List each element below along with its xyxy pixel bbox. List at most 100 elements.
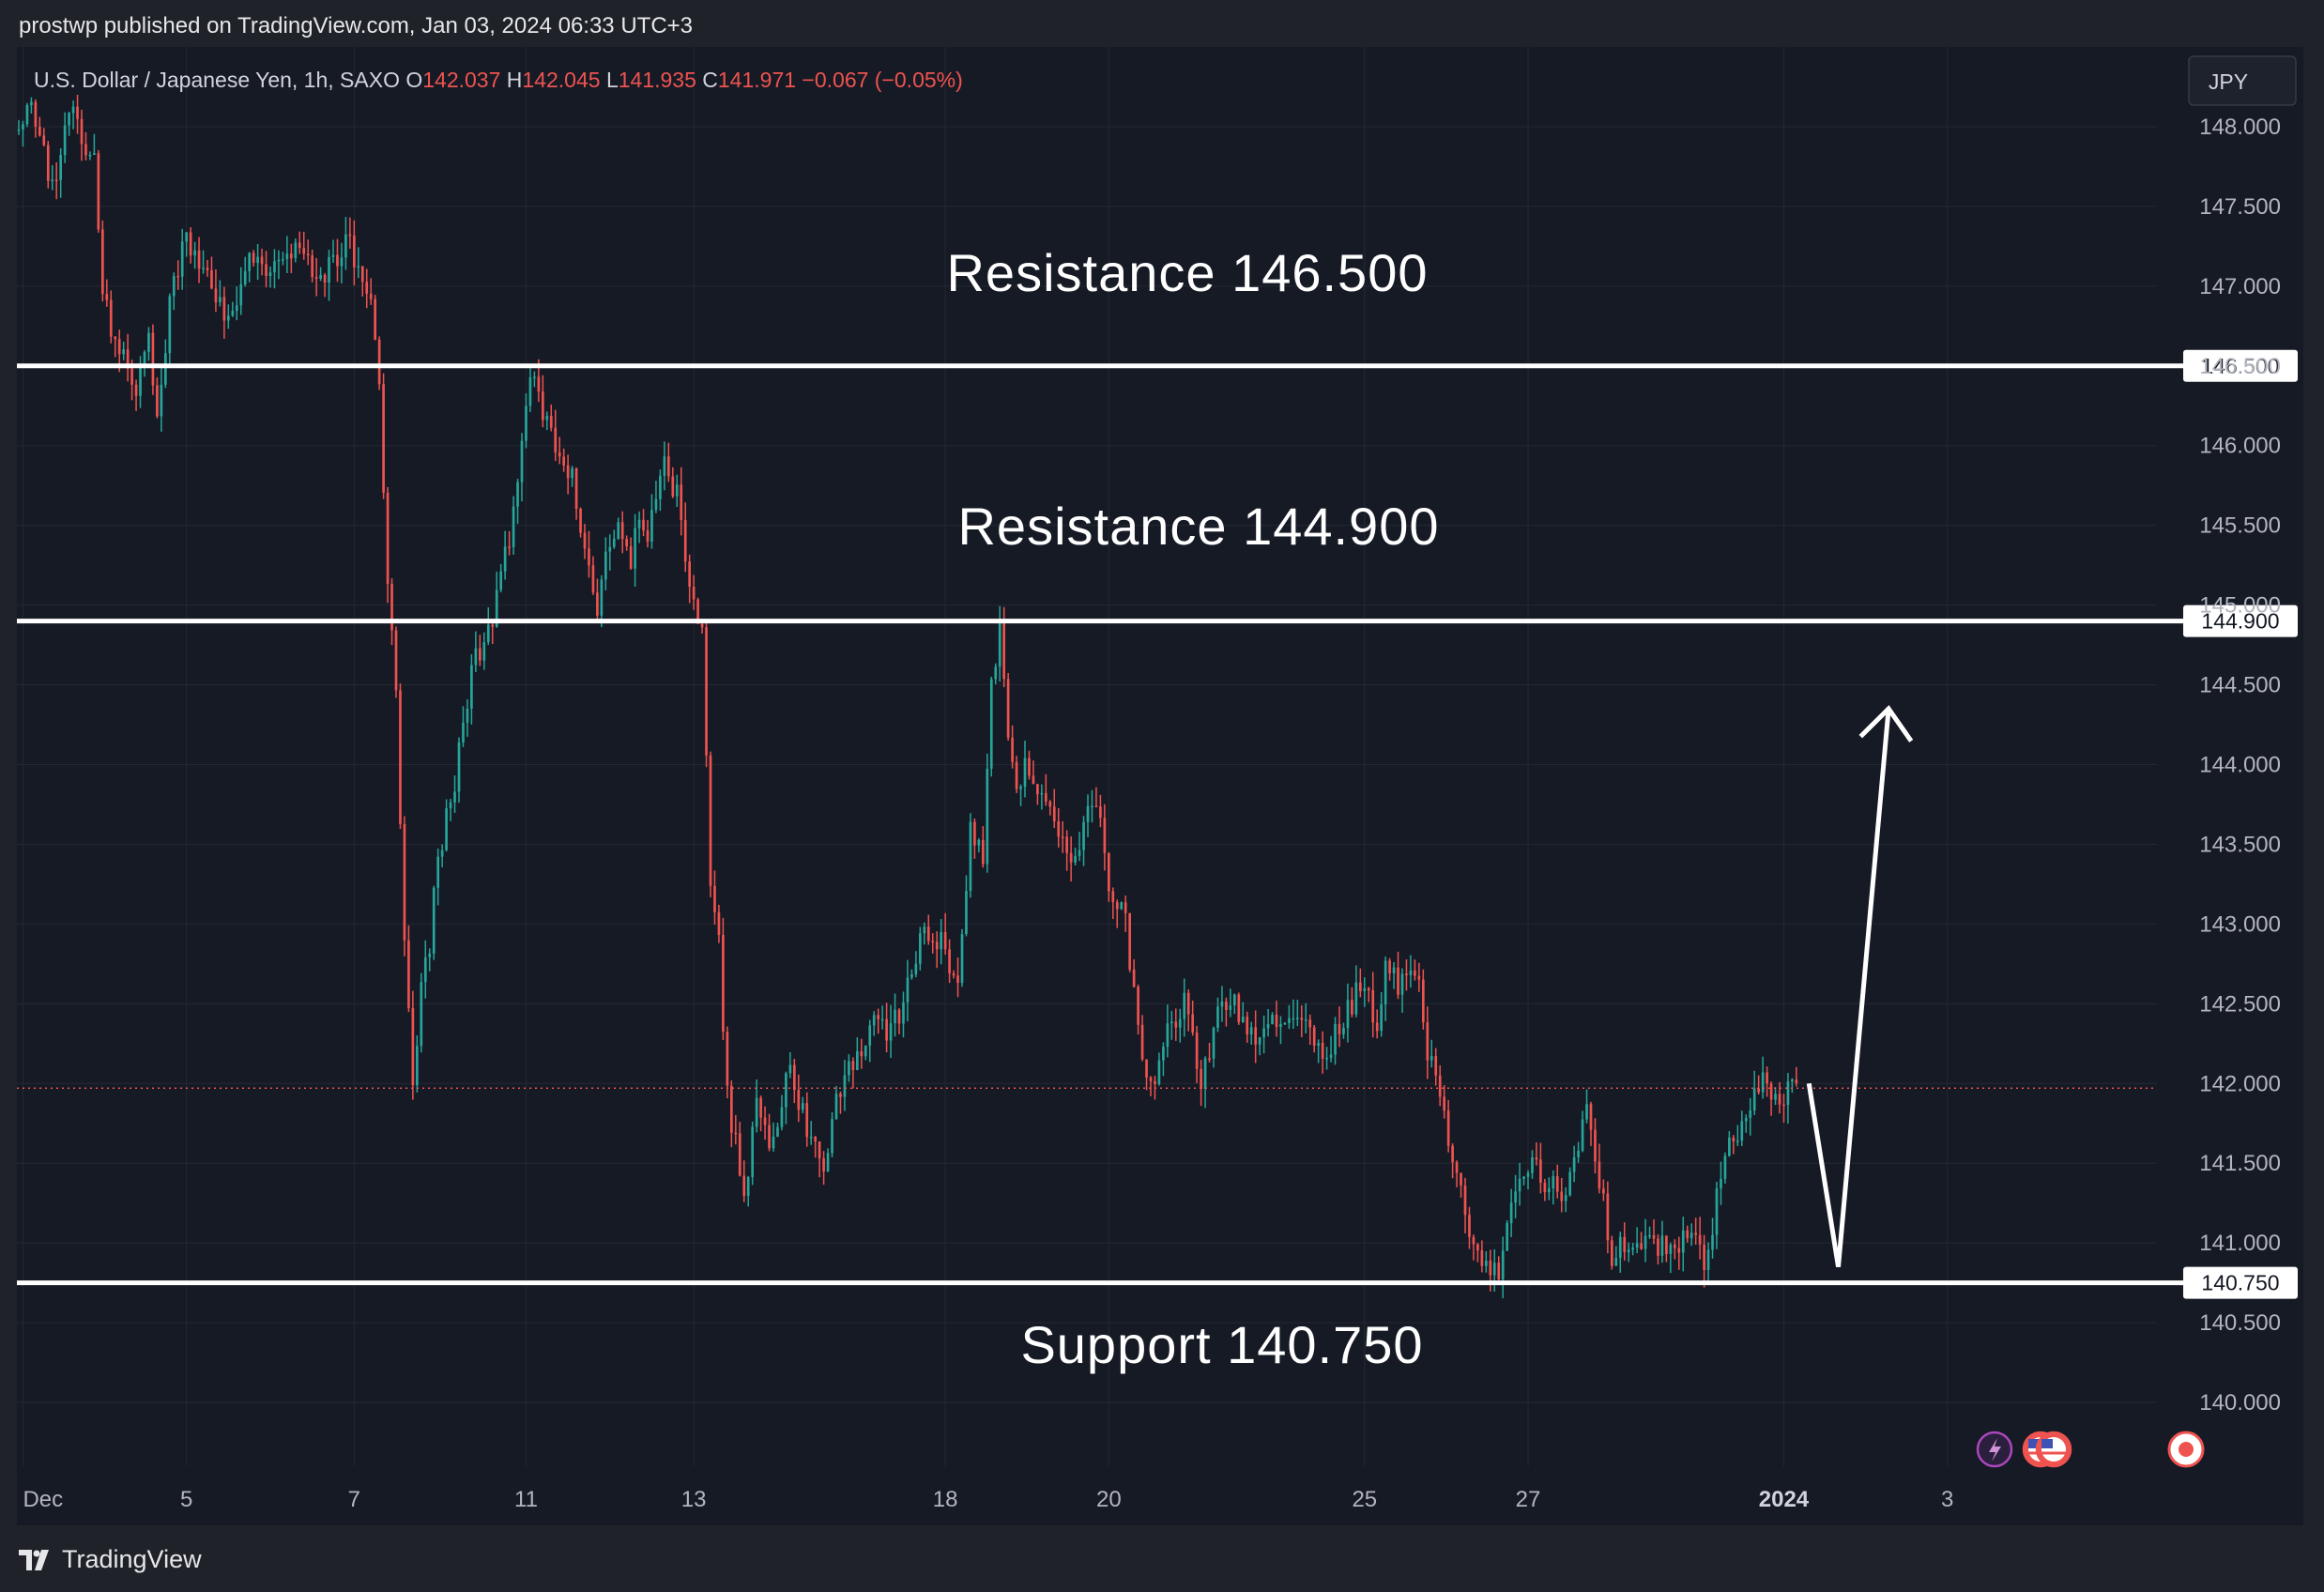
chart-frame[interactable]: 146.500 144.900 140.750 Resistance 146.500… bbox=[17, 47, 2303, 1525]
candle-body bbox=[1346, 1000, 1350, 1029]
currency-badge[interactable]: JPY bbox=[2188, 55, 2297, 106]
candle-body bbox=[189, 232, 192, 256]
candle-body bbox=[1036, 784, 1039, 795]
candle-body bbox=[17, 129, 21, 131]
footer[interactable]: TradingView bbox=[19, 1545, 202, 1574]
x-tick-label: 20 bbox=[1096, 1487, 1122, 1512]
y-tick-label: 141.000 bbox=[2199, 1231, 2281, 1256]
candle-body bbox=[1271, 1015, 1274, 1025]
candle-body bbox=[411, 1008, 415, 1086]
candle-body bbox=[1203, 1058, 1207, 1090]
candle-body bbox=[114, 336, 117, 340]
candle-body bbox=[1791, 1079, 1794, 1082]
candle-body bbox=[147, 332, 150, 352]
candle-body bbox=[1728, 1137, 1731, 1156]
candle-body bbox=[374, 298, 377, 340]
candle-body bbox=[319, 275, 322, 279]
candle-body bbox=[282, 259, 284, 261]
candle-body bbox=[432, 887, 436, 954]
y-tick-label: 144.500 bbox=[2199, 673, 2281, 698]
low-value: 141.935 bbox=[619, 68, 696, 92]
candle-body bbox=[822, 1158, 825, 1172]
y-tick-label: 143.000 bbox=[2199, 911, 2281, 937]
candle-body bbox=[1594, 1129, 1597, 1162]
candle-body bbox=[265, 264, 268, 276]
candle-body bbox=[989, 679, 993, 769]
flash-event-icon[interactable] bbox=[1976, 1431, 2013, 1468]
chart-background bbox=[17, 47, 2303, 1525]
candle-body bbox=[172, 276, 176, 297]
japan-flag-event-icon[interactable] bbox=[2167, 1431, 2205, 1468]
candle-body bbox=[1015, 761, 1018, 789]
candle-body bbox=[109, 299, 113, 337]
open-value: 142.037 bbox=[422, 68, 500, 92]
candle-body bbox=[1174, 1021, 1178, 1028]
candle-body bbox=[1715, 1187, 1719, 1235]
candle-body bbox=[1208, 1058, 1211, 1061]
candle-body bbox=[311, 255, 314, 278]
level-lines[interactable]: 146.500 144.900 140.750 bbox=[17, 349, 2298, 1299]
candle-body bbox=[503, 546, 507, 572]
candle-body bbox=[1128, 912, 1132, 970]
candle-body bbox=[1032, 775, 1035, 785]
tradingview-logo-icon bbox=[19, 1549, 49, 1570]
event-icons[interactable] bbox=[1976, 1431, 2205, 1468]
candle-body bbox=[864, 1045, 867, 1057]
candle-body bbox=[71, 106, 75, 114]
level-price-tag-label: 140.750 bbox=[2201, 1271, 2279, 1295]
candle-body bbox=[1732, 1137, 1735, 1142]
us-flag-event-icon-2[interactable] bbox=[2035, 1431, 2072, 1468]
candle-body bbox=[306, 253, 310, 256]
candle-body bbox=[1489, 1260, 1492, 1276]
candle-body bbox=[407, 940, 410, 1008]
projection-arrowhead bbox=[1858, 705, 1914, 742]
candle-body bbox=[1761, 1072, 1765, 1093]
candle-body bbox=[1539, 1159, 1542, 1184]
symbol-legend[interactable]: U.S. Dollar / Japanese Yen, 1h, SAXO O14… bbox=[34, 68, 963, 92]
candle-body bbox=[877, 1015, 880, 1019]
candle-body bbox=[1216, 1006, 1219, 1028]
candle-body bbox=[1610, 1240, 1613, 1266]
candle-body bbox=[868, 1025, 872, 1046]
chart-svg[interactable]: 146.500 144.900 140.750 Resistance 146.500… bbox=[17, 47, 2303, 1525]
candle-body bbox=[637, 519, 641, 528]
candle-body bbox=[1631, 1248, 1635, 1250]
candle-body bbox=[926, 926, 930, 941]
candle-body bbox=[453, 791, 456, 803]
candle-body bbox=[1509, 1202, 1513, 1223]
candle-body bbox=[1170, 1021, 1173, 1024]
candle-body bbox=[1069, 852, 1073, 863]
y-tick-label: 141.500 bbox=[2199, 1151, 2281, 1176]
candle-body bbox=[1111, 891, 1115, 903]
candle-body bbox=[1757, 1088, 1761, 1093]
y-tick-label: 147.000 bbox=[2199, 274, 2281, 299]
candle-body bbox=[1526, 1172, 1530, 1177]
candle-body bbox=[348, 234, 352, 237]
candle-body bbox=[818, 1141, 821, 1159]
candle-body bbox=[1689, 1232, 1693, 1239]
candle-body bbox=[1560, 1191, 1564, 1202]
candle-body bbox=[512, 506, 515, 547]
candle-body bbox=[855, 1050, 859, 1070]
candle-body bbox=[709, 755, 712, 886]
projection-arrow[interactable] bbox=[1806, 705, 1914, 1268]
candle-body bbox=[1564, 1195, 1567, 1202]
candle-body bbox=[914, 963, 918, 974]
candle-body bbox=[889, 1023, 893, 1041]
candle-body bbox=[1094, 805, 1098, 808]
candle-body bbox=[663, 456, 666, 476]
candle-body bbox=[755, 1097, 758, 1127]
candle-body bbox=[562, 456, 566, 466]
annotations: Resistance 146.500 Resistance 144.900 Su… bbox=[946, 243, 1438, 1374]
candle-body bbox=[360, 266, 364, 283]
candle-body bbox=[466, 709, 469, 723]
candle-body bbox=[256, 256, 259, 264]
candle-body bbox=[1735, 1140, 1739, 1142]
candle-body bbox=[495, 589, 498, 627]
candle-body bbox=[897, 1009, 901, 1024]
candle-body bbox=[1430, 1056, 1433, 1061]
candle-body bbox=[25, 105, 29, 125]
candle-body bbox=[46, 145, 50, 181]
close-label: C bbox=[702, 68, 718, 92]
candle-body bbox=[1446, 1110, 1450, 1146]
